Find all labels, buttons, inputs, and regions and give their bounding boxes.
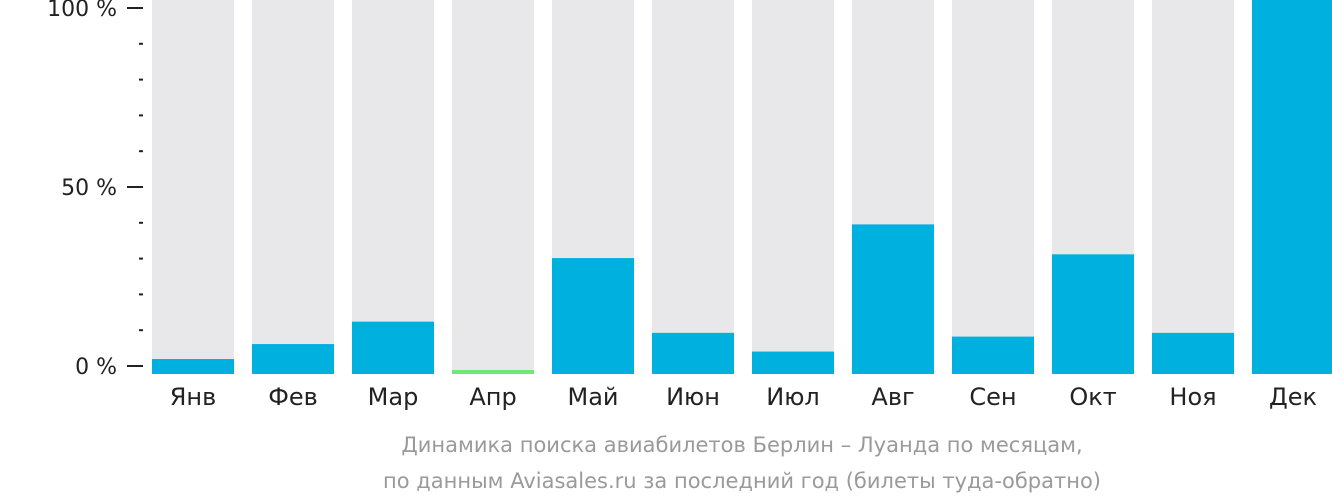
bar (552, 258, 634, 374)
bar (752, 351, 834, 374)
bar (852, 224, 934, 374)
bar (452, 370, 534, 374)
bar (252, 344, 334, 374)
bar-track (1152, 0, 1234, 374)
x-axis-labels: Янв Фев Мар Апр Май Июн Июл Авг Сен Окт Ноя Дек (170, 383, 1317, 411)
x-tick-label: Сен (969, 383, 1016, 411)
x-tick-label: Окт (1069, 383, 1116, 411)
y-tick-label: 50 % (61, 176, 117, 201)
bar-track (152, 0, 234, 374)
bar (1052, 254, 1134, 374)
x-tick-label: Дек (1269, 383, 1317, 411)
y-tick-label: 100 % (47, 0, 117, 22)
x-tick-label: Апр (469, 383, 516, 411)
chart-subtitle: по данным Aviasales.ru за последний год … (383, 469, 1101, 493)
bar (1152, 332, 1234, 374)
bar (652, 332, 734, 374)
x-tick-label: Янв (170, 383, 217, 411)
x-tick-label: Июн (666, 383, 720, 411)
bars (152, 0, 1332, 374)
x-tick-label: Авг (871, 383, 914, 411)
bar-track (252, 0, 334, 374)
chart-title: Динамика поиска авиабилетов Берлин – Луа… (401, 433, 1082, 457)
bar-track (952, 0, 1034, 374)
bar (952, 336, 1034, 374)
x-tick-label: Июл (766, 383, 820, 411)
bar-track (652, 0, 734, 374)
bar (152, 359, 234, 374)
bar (352, 321, 434, 374)
bar-track (452, 0, 534, 374)
bar-track (752, 0, 834, 374)
y-axis: 0 % 50 % 100 % (47, 0, 143, 380)
bar-track (352, 0, 434, 374)
bar (1252, 0, 1332, 374)
y-tick-label: 0 % (75, 355, 117, 380)
x-tick-label: Ноя (1169, 383, 1216, 411)
x-tick-label: Мар (368, 383, 419, 411)
x-tick-label: Фев (268, 383, 318, 411)
x-tick-label: Май (567, 383, 618, 411)
